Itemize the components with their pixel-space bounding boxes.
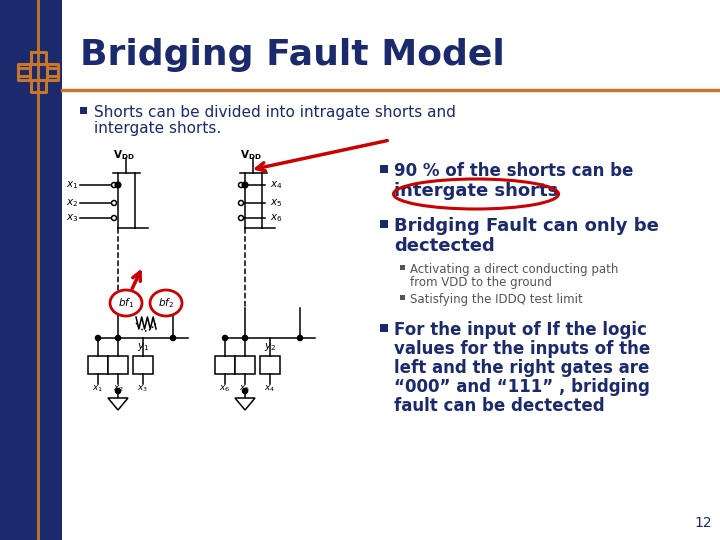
- Text: $bf_2$: $bf_2$: [158, 296, 174, 310]
- Text: values for the inputs of the: values for the inputs of the: [394, 340, 650, 358]
- Text: left and the right gates are: left and the right gates are: [394, 359, 649, 377]
- Text: Shorts can be divided into intragate shorts and: Shorts can be divided into intragate sho…: [94, 105, 456, 120]
- Text: Satisfying the IDDQ test limit: Satisfying the IDDQ test limit: [410, 293, 582, 306]
- Circle shape: [243, 335, 248, 341]
- Circle shape: [112, 215, 117, 220]
- Circle shape: [238, 183, 243, 187]
- Text: Activating a direct conducting path: Activating a direct conducting path: [410, 263, 618, 276]
- Bar: [215, 356, 235, 374]
- Circle shape: [243, 388, 248, 394]
- Circle shape: [115, 335, 120, 341]
- Bar: [0, 0, 62, 540]
- Text: “000” and “111” , bridging: “000” and “111” , bridging: [394, 378, 650, 396]
- Polygon shape: [108, 398, 128, 410]
- Text: For the input of If the logic: For the input of If the logic: [394, 321, 647, 339]
- Text: dectected: dectected: [394, 237, 495, 255]
- Text: Bridging Fault can only be: Bridging Fault can only be: [394, 217, 659, 235]
- Circle shape: [112, 183, 117, 187]
- Text: $x_3$: $x_3$: [66, 212, 78, 224]
- Text: $y_1$: $y_1$: [137, 341, 149, 353]
- Text: $x_4$: $x_4$: [264, 384, 276, 395]
- Text: $x_5$: $x_5$: [270, 197, 282, 209]
- Text: intergate shorts: intergate shorts: [394, 182, 558, 200]
- Text: $x_3$: $x_3$: [138, 384, 148, 395]
- Text: $x_1$: $x_1$: [92, 384, 104, 395]
- Text: fault can be dectected: fault can be dectected: [394, 397, 605, 415]
- Text: $\mathbf{V_{DD}}$: $\mathbf{V_{DD}}$: [240, 148, 262, 162]
- Text: $x_5$: $x_5$: [240, 384, 251, 395]
- Bar: [400, 265, 405, 270]
- Polygon shape: [235, 398, 255, 410]
- Circle shape: [96, 335, 101, 341]
- Bar: [400, 295, 405, 300]
- Text: $\mathbf{V_{DD}}$: $\mathbf{V_{DD}}$: [113, 148, 135, 162]
- Ellipse shape: [110, 290, 142, 316]
- Bar: [88, 356, 108, 374]
- Text: from VDD to the ground: from VDD to the ground: [410, 276, 552, 289]
- Text: $x_2$: $x_2$: [66, 197, 78, 209]
- Circle shape: [297, 335, 302, 341]
- Bar: [80, 107, 87, 114]
- Text: 12: 12: [694, 516, 712, 530]
- Circle shape: [222, 335, 228, 341]
- Bar: [30, 64, 47, 80]
- Text: $x_1$: $x_1$: [66, 179, 78, 191]
- Bar: [133, 356, 153, 374]
- Circle shape: [171, 335, 176, 341]
- Text: intergate shorts.: intergate shorts.: [94, 121, 221, 136]
- Text: Bridging Fault Model: Bridging Fault Model: [80, 38, 505, 72]
- Text: $x_6$: $x_6$: [220, 384, 230, 395]
- Text: $x_4$: $x_4$: [270, 179, 282, 191]
- Bar: [380, 324, 388, 332]
- Text: $y_2$: $y_2$: [264, 341, 276, 353]
- Circle shape: [238, 215, 243, 220]
- Bar: [235, 356, 255, 374]
- Bar: [380, 165, 388, 173]
- Text: 90 % of the shorts can be: 90 % of the shorts can be: [394, 162, 634, 180]
- Text: $x_6$: $x_6$: [270, 212, 282, 224]
- Text: $x_2$: $x_2$: [112, 384, 124, 395]
- Bar: [260, 356, 280, 374]
- Circle shape: [238, 200, 243, 206]
- Bar: [380, 220, 388, 228]
- Text: $bf_1$: $bf_1$: [118, 296, 134, 310]
- Ellipse shape: [150, 290, 182, 316]
- Circle shape: [112, 200, 117, 206]
- Circle shape: [242, 182, 248, 188]
- Circle shape: [115, 182, 121, 188]
- Bar: [108, 356, 128, 374]
- Circle shape: [115, 388, 120, 394]
